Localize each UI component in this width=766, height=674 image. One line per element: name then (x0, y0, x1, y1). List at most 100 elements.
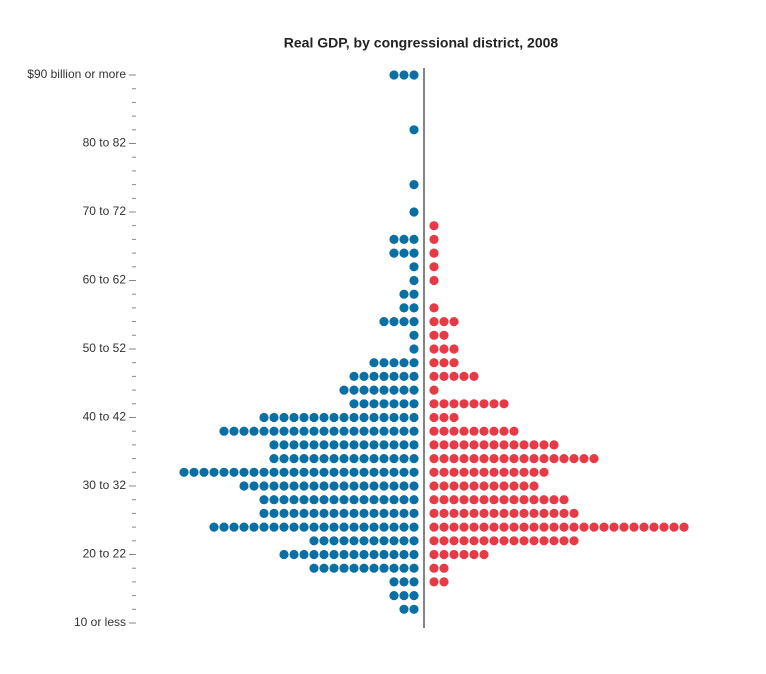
dot (289, 495, 299, 505)
dot (509, 495, 519, 505)
dot-row (389, 591, 419, 601)
dot (429, 495, 439, 505)
dot (459, 399, 469, 409)
dot (479, 399, 489, 409)
dot (339, 522, 349, 532)
dot (469, 426, 479, 436)
dot (399, 549, 409, 560)
dot (389, 234, 399, 244)
dot (429, 385, 439, 395)
dot (379, 454, 389, 464)
dot (349, 426, 359, 436)
dot (319, 412, 329, 423)
dot-row (219, 426, 419, 436)
dot (339, 426, 349, 436)
dot (519, 467, 529, 477)
dot (409, 412, 419, 423)
dot (319, 481, 329, 491)
dot (439, 536, 449, 546)
dot (649, 522, 659, 532)
dot (379, 563, 389, 573)
dot (369, 371, 379, 381)
dot (409, 207, 419, 217)
dot (349, 563, 359, 573)
dot (389, 577, 399, 587)
dot (249, 426, 259, 436)
dot (499, 426, 509, 436)
dot (439, 317, 449, 327)
dot (569, 522, 579, 532)
dot (279, 412, 289, 423)
dot (559, 495, 569, 505)
dot (269, 426, 279, 436)
dot (289, 426, 299, 436)
dot (339, 440, 349, 450)
dot (439, 481, 449, 491)
dot (449, 481, 459, 491)
dot (409, 508, 419, 518)
dot-row (339, 385, 419, 395)
dot (429, 481, 439, 491)
dot (429, 536, 439, 546)
dot (439, 454, 449, 464)
dot (309, 454, 319, 464)
dot (299, 481, 309, 491)
dot (399, 481, 409, 491)
dot-row (389, 70, 419, 80)
dot (349, 371, 359, 381)
dot (529, 454, 539, 464)
dot (409, 454, 419, 464)
dot (389, 508, 399, 518)
dot (619, 522, 629, 532)
dot-row (399, 604, 419, 614)
dot (429, 262, 439, 272)
dot (379, 522, 389, 532)
dot (319, 508, 329, 518)
dot (449, 412, 459, 423)
dot (289, 481, 299, 491)
dot (409, 248, 419, 258)
dot (369, 399, 379, 409)
dot (459, 467, 469, 477)
dot (339, 412, 349, 423)
dot (229, 426, 239, 436)
dot (409, 563, 419, 573)
dot (509, 467, 519, 477)
dot (379, 371, 389, 381)
dot (359, 549, 369, 560)
dot (229, 522, 239, 532)
dot (349, 522, 359, 532)
y-tick-label: 30 to 32 (83, 478, 127, 492)
dot (439, 467, 449, 477)
dot (259, 426, 269, 436)
dot (289, 454, 299, 464)
dot (299, 467, 309, 477)
dot (299, 454, 309, 464)
dot (289, 412, 299, 423)
dot-row (429, 481, 539, 491)
dot (289, 549, 299, 560)
dot (359, 426, 369, 436)
dot-row (259, 508, 419, 518)
dot (389, 412, 399, 423)
dot (329, 508, 339, 518)
dot (369, 358, 379, 368)
dot (439, 508, 449, 518)
dot (429, 454, 439, 464)
dot-row (429, 371, 479, 381)
dot (549, 522, 559, 532)
dot (379, 412, 389, 423)
dot (469, 549, 479, 560)
dot (449, 522, 459, 532)
dot (589, 522, 599, 532)
dot (409, 549, 419, 560)
dot (339, 454, 349, 464)
dot (429, 577, 439, 587)
dot (359, 522, 369, 532)
dot (539, 467, 549, 477)
dot (499, 481, 509, 491)
dot (529, 481, 539, 491)
dot (589, 454, 599, 464)
dot-row (179, 467, 419, 477)
dot-row (399, 303, 419, 313)
